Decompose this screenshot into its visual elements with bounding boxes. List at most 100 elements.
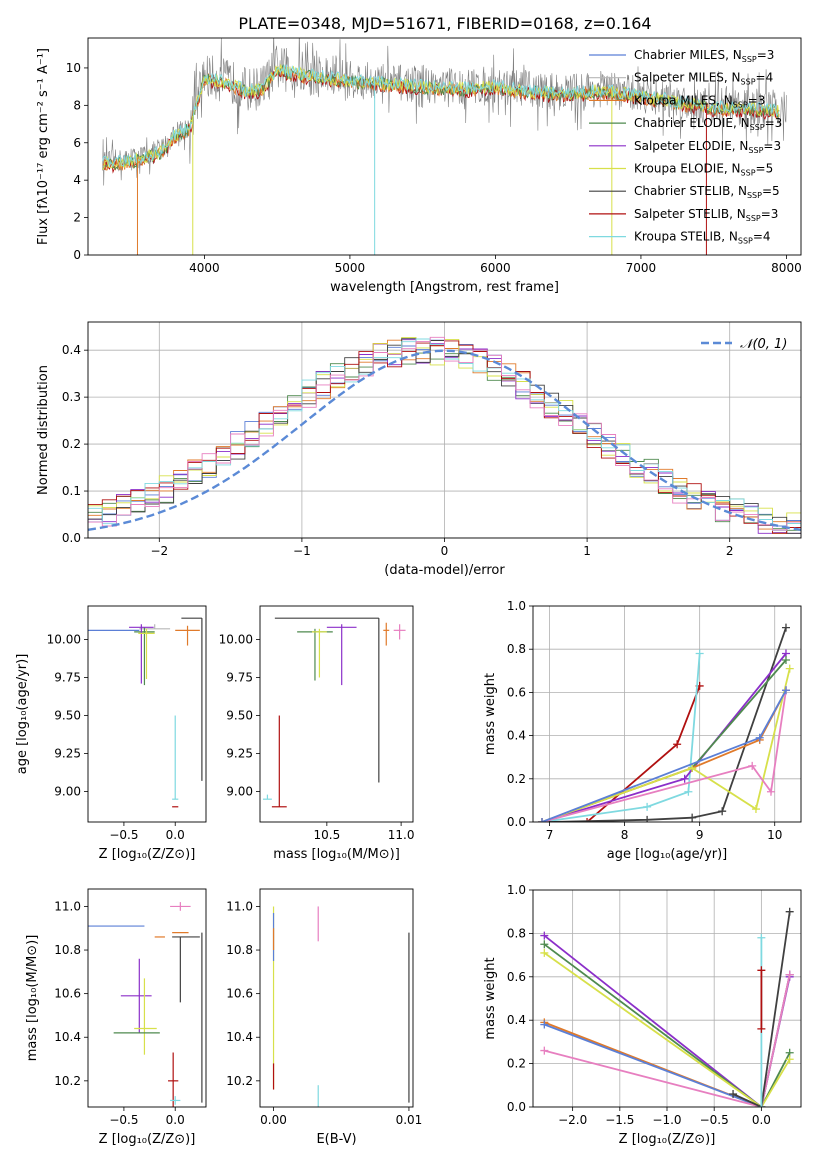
legend-entry: Chabrier ELODIE, NSSP=3 [634, 116, 782, 132]
residuals-panel: −2 −1 0 1 2 0.0 0.1 0.2 0.3 0.4 (data-model)/error… [36, 321, 802, 578]
weight-point-marker [748, 761, 757, 770]
legend-entry: Kroupa STELIB, NSSP=4 [634, 230, 771, 246]
weight-point-marker [751, 805, 760, 814]
weight-point-marker [766, 787, 775, 796]
weight-point-marker [781, 686, 790, 695]
x-tick-label: 6000 [480, 261, 511, 275]
weight-point-marker [680, 774, 689, 783]
x-tick-label: −0.5 [109, 828, 138, 842]
y-tick-label: 10.4 [54, 1030, 81, 1044]
weight-point-marker [643, 802, 652, 811]
age_vs_Z-frame [87, 605, 207, 823]
y-tick-label: 0.4 [62, 343, 81, 357]
y-axis-label: mass weight [483, 957, 498, 1039]
x-tick-label: 10.5 [313, 828, 340, 842]
weight-point-marker [729, 1089, 738, 1098]
weight-point-marker [755, 733, 764, 742]
x-tick-label: −0.5 [700, 1113, 729, 1127]
weight-point-marker [540, 948, 549, 957]
weight-point-marker [540, 940, 549, 949]
legend-entry: Chabrier MILES, NSSP=3 [634, 48, 774, 64]
legend-entry: Salpeter MILES, NSSP=4 [634, 71, 773, 87]
y-tick-label: 0.2 [507, 1057, 526, 1071]
legend-entry: 𝒩(0, 1) [740, 337, 787, 352]
weight-series-line [732, 911, 791, 1107]
y-tick-label: 0.2 [507, 772, 526, 786]
x-tick-label: 0.00 [260, 1113, 287, 1127]
mass_vs_Z-panel: −0.5 0.0 10.2 10.4 10.6 10.8 11.0 Z [log₁₀(Z/Z⊙… [25, 888, 207, 1147]
y-tick-label: 10.4 [226, 1030, 253, 1044]
y-tick-label: 8 [73, 98, 81, 112]
y-tick-label: 0.0 [507, 815, 526, 829]
weight-series-line [541, 668, 791, 822]
y-axis-label: mass [log₁₀(M/M⊙)] [25, 935, 40, 1062]
y-tick-label: 10 [66, 61, 81, 75]
weight_vs_Z-plot-area [533, 890, 801, 1107]
weight-point-marker [757, 966, 766, 975]
x-axis-label: wavelength [Angstrom, rest frame] [330, 280, 559, 295]
y-tick-label: 0.2 [62, 437, 81, 451]
y-tick-label: 0.8 [507, 642, 526, 656]
weight-series-line [541, 690, 787, 822]
x-tick-label: −2 [150, 544, 168, 558]
weight-point-marker [673, 740, 682, 749]
y-tick-label: 0.0 [507, 1100, 526, 1114]
x-tick-label: 1 [583, 544, 591, 558]
y-tick-label: 0.4 [507, 1013, 526, 1027]
x-axis-label: (data-model)/error [384, 563, 505, 578]
mass_vs_ebv-frame [259, 888, 414, 1108]
spectrum-frame [87, 37, 802, 256]
y-tick-label: 0.8 [507, 926, 526, 940]
spectrum-model-line [102, 64, 780, 168]
y-tick-label: 10.2 [54, 1074, 81, 1088]
weight-series-line [541, 652, 787, 822]
y-axis-label: Normed distribution [36, 365, 51, 495]
y-axis-label: age [log₁₀(age/yr)] [15, 654, 30, 775]
x-tick-label: 0 [441, 544, 449, 558]
y-tick-label: 9.25 [226, 747, 253, 761]
x-tick-label: 8000 [771, 261, 802, 275]
legend-entry: Kroupa MILES, NSSP=3 [634, 93, 765, 109]
age_vs_Z-panel: −0.5 0.0 9.00 9.25 9.50 9.75 10.00 Z [log₁₀(Z/Z… [15, 605, 207, 862]
x-tick-label: 9 [696, 828, 704, 842]
weight-point-marker [540, 1046, 549, 1055]
weight-point-marker [538, 818, 547, 822]
y-tick-label: 10.6 [54, 987, 81, 1001]
legend-entry: Salpeter ELODIE, NSSP=3 [634, 139, 781, 155]
weight-point-marker [684, 787, 693, 796]
x-tick-label: 7000 [626, 261, 657, 275]
y-tick-label: 2 [73, 211, 81, 225]
weight-point-marker [781, 656, 790, 664]
weight-point-marker [688, 813, 697, 822]
y-tick-label: 0.4 [507, 729, 526, 743]
y-tick-label: 1.0 [507, 883, 526, 897]
residuals-plot-area [88, 322, 801, 538]
weight-series-line [543, 952, 791, 1107]
x-tick-label: 11.0 [388, 828, 415, 842]
y-tick-label: 4 [73, 173, 81, 187]
weight-point-marker [757, 1024, 766, 1033]
weight-series-line [543, 943, 791, 1107]
age_vs_mass-plot-area [262, 617, 406, 808]
x-tick-label: −1.5 [605, 1113, 634, 1127]
y-tick-label: 0.0 [62, 531, 81, 545]
weight-point-marker [781, 623, 790, 632]
y-tick-label: 6 [73, 136, 81, 150]
y-tick-label: 9.50 [226, 709, 253, 723]
spectrum-legend: Chabrier MILES, NSSP=3 Salpeter MILES, NS… [589, 48, 782, 246]
mass_vs_ebv-plot-area [272, 906, 410, 1107]
spectrum-plot-area [102, 38, 787, 255]
spectrum-model-line [102, 64, 780, 171]
y-tick-label: 9.50 [54, 709, 81, 723]
x-tick-label: −0.5 [109, 1113, 138, 1127]
x-tick-label: 10 [767, 828, 782, 842]
weight_vs_age-panel: 7 8 9 10 0.0 0.2 0.4 0.6 0.8 1.0 age [log₁₀(age/yr… [483, 599, 802, 862]
weight-series-line [549, 627, 787, 822]
normal-curve [88, 349, 801, 531]
legend-entry: Chabrier STELIB, NSSP=5 [634, 184, 780, 200]
weight-point-marker [540, 1020, 549, 1029]
x-tick-label: 0.01 [396, 1113, 423, 1127]
weight-point-marker [688, 764, 697, 772]
x-axis-label: E(B-V) [316, 1132, 356, 1147]
